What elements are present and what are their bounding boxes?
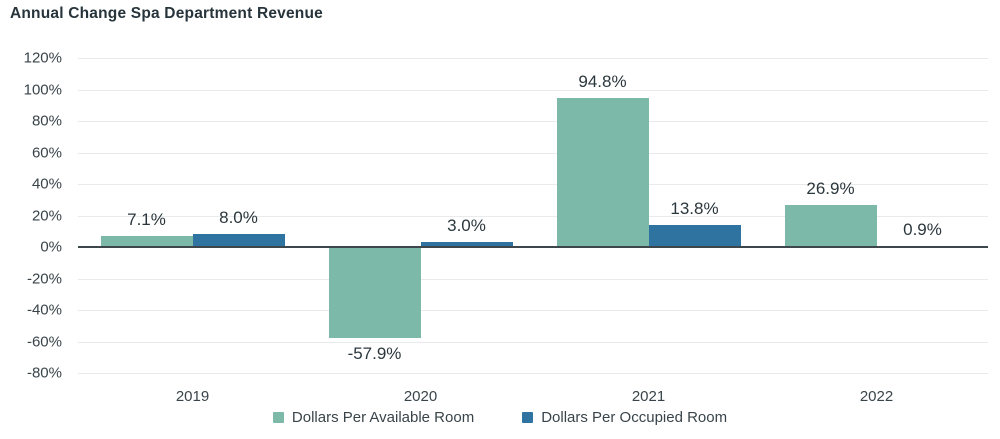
- y-tick-label: 60%: [31, 144, 62, 161]
- bar-label: 7.1%: [127, 209, 166, 229]
- y-tick-label: 80%: [31, 112, 62, 130]
- gridline: [78, 152, 988, 154]
- chart-title: Annual Change Spa Department Revenue: [10, 5, 323, 22]
- bar-available-2021: [556, 97, 649, 247]
- y-tick-label: -80%: [26, 364, 62, 382]
- y-tick-label: 120%: [23, 49, 62, 67]
- bar-occupied-2021: [648, 225, 741, 247]
- y-tick-label: -40%: [26, 301, 62, 319]
- bar-label: 94.8%: [578, 71, 627, 91]
- bar-label: 26.9%: [806, 178, 855, 198]
- x-tick-label: 2019: [175, 388, 210, 405]
- zero-axis-line: [78, 246, 988, 248]
- bar-occupied-2020: [420, 242, 513, 247]
- gridline: [78, 121, 988, 122]
- y-tick-label: -60%: [26, 333, 62, 350]
- bar-label: -57.9%: [347, 344, 402, 364]
- gridline: [78, 215, 988, 217]
- gridline: [78, 341, 988, 343]
- gridline: [78, 58, 988, 59]
- bar-label: 3.0%: [447, 216, 486, 236]
- y-tick-label: 100%: [23, 81, 62, 98]
- bar-available-2020: [328, 247, 421, 339]
- x-tick-label: 2020: [403, 388, 438, 405]
- bar-occupied-2019: [192, 234, 285, 247]
- legend: Dollars Per Available Room Dollars Per Oc…: [0, 409, 1000, 426]
- y-tick-label: 0%: [40, 238, 62, 256]
- bar-available-2019: [100, 235, 193, 247]
- legend-label: Dollars Per Available Room: [291, 409, 475, 426]
- legend-item: Dollars Per Occupied Room: [522, 409, 727, 426]
- y-tick-label: 20%: [31, 207, 62, 224]
- y-tick-label: -20%: [26, 270, 62, 287]
- legend-label: Dollars Per Occupied Room: [541, 409, 728, 426]
- bar-label: 13.8%: [670, 199, 719, 219]
- x-tick-label: 2022: [859, 388, 894, 405]
- legend-swatch: [272, 412, 284, 423]
- gridline: [78, 310, 988, 311]
- bar-label: 8.0%: [219, 208, 258, 228]
- gridline: [78, 278, 988, 280]
- legend-item: Dollars Per Available Room: [272, 409, 475, 426]
- bar-label: 0.9%: [903, 219, 942, 239]
- x-tick-label: 2021: [631, 388, 666, 405]
- gridline: [78, 89, 988, 91]
- bar-available-2022: [784, 204, 877, 247]
- gridline: [78, 184, 988, 185]
- legend-swatch: [522, 412, 534, 423]
- gridline: [78, 373, 988, 374]
- y-tick-label: 40%: [31, 175, 62, 193]
